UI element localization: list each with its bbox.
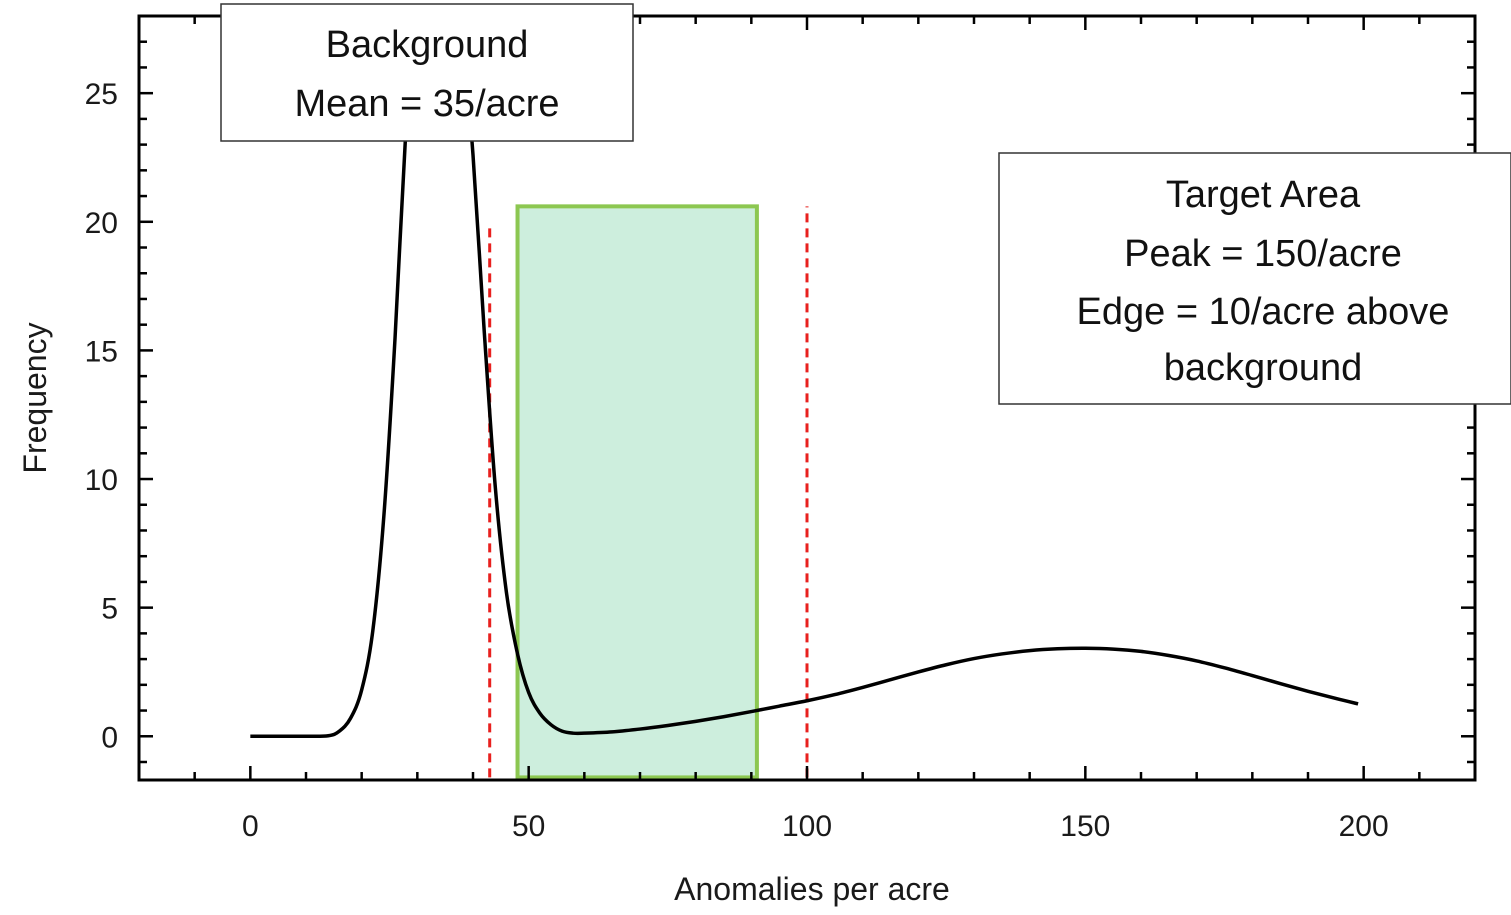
y-tick-label: 10 [85,464,118,497]
y-tick-label: 25 [85,78,118,111]
x-tick-label: 150 [1060,810,1110,843]
x-tick-labels: 0 50 100 150 200 [242,810,1389,843]
y-axis-title: Frequency [17,322,53,473]
x-tick-label: 0 [242,810,259,843]
y-tick-label: 15 [85,335,118,368]
annotation-background-box [220,3,634,142]
annotation-background: Background Mean = 35/acre [220,3,634,142]
frequency-curve [250,16,1359,739]
annotation-background-line-2: Mean = 35/acre [294,83,559,125]
x-tick-label: 50 [512,810,545,843]
x-tick-label: 200 [1339,810,1389,843]
reference-lines [488,206,809,778]
annotation-target-area: Target Area Peak = 150/acre Edge = 10/ac… [998,152,1511,405]
annotation-target-area-line-2: Peak = 150/acre [1124,233,1402,275]
annotation-target-area-line-4: background [1164,347,1363,389]
highlight-band [515,204,759,780]
annotation-target-area-line-1: Target Area [1166,174,1361,216]
annotation-target-area-box [998,152,1511,405]
y-tick-label: 0 [101,721,118,754]
y-tick-label: 20 [85,207,118,240]
y-tick-label: 5 [101,593,118,626]
annotation-target-area-line-3: Edge = 10/acre above [1077,291,1450,333]
x-tick-label: 100 [782,810,832,843]
x-axis-title: Anomalies per acre [674,871,950,907]
y-tick-labels: 0 5 10 15 20 25 [85,78,118,754]
annotation-background-line-1: Background [326,24,529,66]
